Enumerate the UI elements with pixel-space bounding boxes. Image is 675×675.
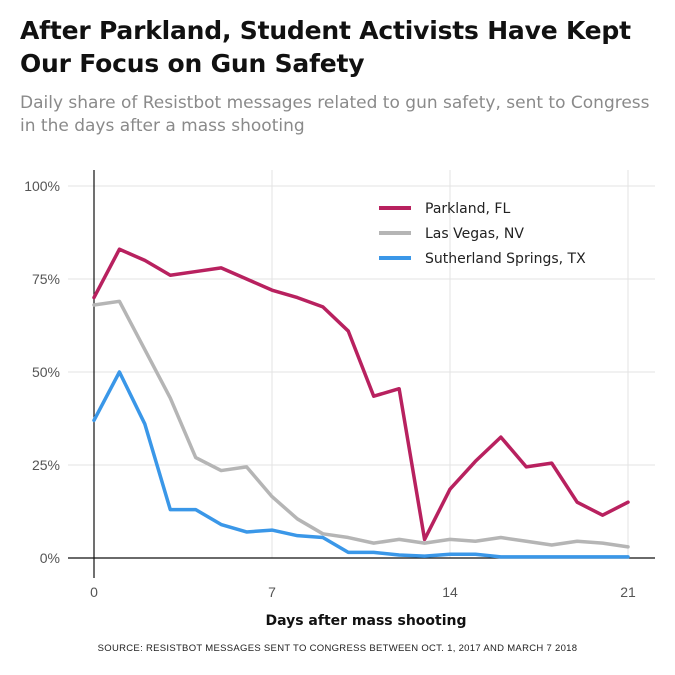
- series-line-parkland-fl: [92, 247, 630, 542]
- x-tick-labels: 0 7 14 21: [90, 584, 636, 600]
- line-chart: 0% 25% 50% 75% 100% 0 7 14 21 Parkland, FL Las V…: [24, 170, 655, 629]
- series-line-sutherland-springs-tx: [92, 370, 630, 559]
- y-tick-label: 25%: [32, 457, 60, 473]
- chart-subtitle: Daily share of Resistbot messages relate…: [20, 93, 650, 136]
- x-tick-label: 7: [268, 584, 276, 600]
- legend-label: Las Vegas, NV: [425, 226, 524, 242]
- y-tick-label: 0%: [40, 550, 60, 566]
- source-note: SOURCE: RESISTBOT MESSAGES SENT TO CONGR…: [97, 643, 578, 654]
- y-tick-label: 75%: [32, 271, 60, 287]
- series-line-las-vegas-nv: [92, 299, 630, 549]
- legend-label: Sutherland Springs, TX: [425, 251, 586, 267]
- y-tick-label: 100%: [24, 178, 60, 194]
- x-tick-label: 21: [620, 584, 636, 600]
- legend: Parkland, FL Las Vegas, NV Sutherland Spri…: [379, 201, 586, 267]
- x-tick-label: 0: [90, 584, 98, 600]
- y-tick-label: 50%: [32, 364, 60, 380]
- y-tick-labels: 0% 25% 50% 75% 100%: [24, 178, 60, 566]
- series-lines: [92, 247, 630, 559]
- legend-label: Parkland, FL: [425, 201, 510, 217]
- x-axis-label: Days after mass shooting: [265, 613, 466, 629]
- chart-title: After Parkland, Student Activists Have K…: [20, 16, 631, 78]
- x-tick-label: 14: [442, 584, 458, 600]
